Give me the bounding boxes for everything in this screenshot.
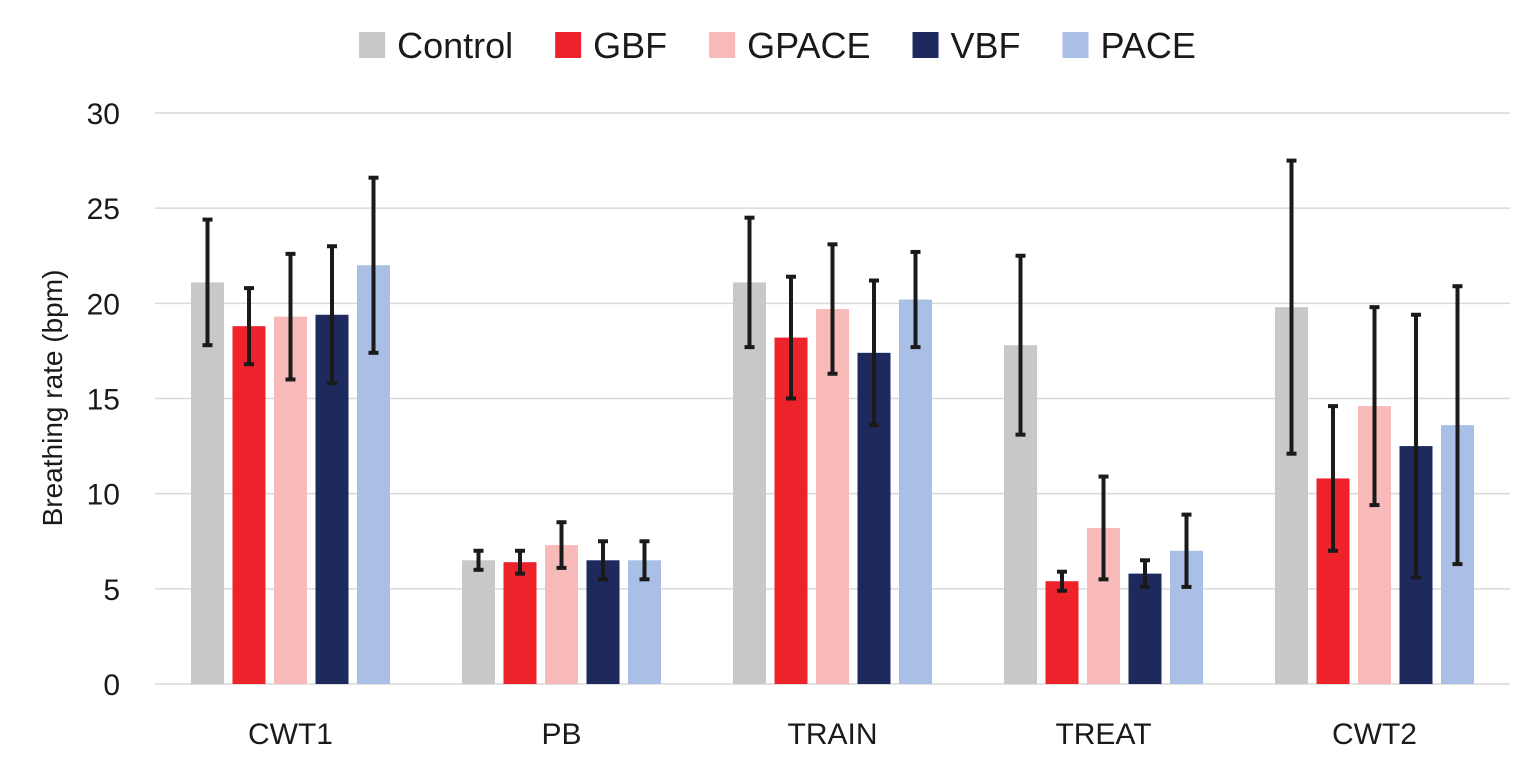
error-bar-pb-vbf <box>598 539 608 582</box>
x-axis-categories: CWT1 PB TRAIN TREAT CWT2 <box>248 718 1417 751</box>
error-bar-cwt1-vbf <box>327 244 337 386</box>
legend-label: GPACE <box>747 25 870 66</box>
x-category-label: CWT1 <box>248 718 333 751</box>
legend-item-control: Control <box>359 25 513 66</box>
error-bar-treat-vbf <box>1140 558 1150 589</box>
legend-label: PACE <box>1101 25 1196 66</box>
error-bar-treat-pace <box>1181 512 1192 589</box>
error-bar-train-vbf <box>869 278 879 428</box>
legend: Control GBF GPACE VBF PACE <box>359 25 1196 66</box>
x-category-label: CWT2 <box>1332 718 1417 751</box>
legend-swatch <box>709 32 736 58</box>
bar-cwt1-gbf <box>232 326 266 684</box>
error-bar-treat-gbf <box>1057 569 1067 593</box>
x-category-label: PB <box>541 718 581 751</box>
error-bar-treat-control <box>1015 253 1026 437</box>
error-bar-cwt1-control <box>202 217 213 348</box>
error-bar-cwt2-vbf <box>1411 312 1421 580</box>
y-tick-label: 30 <box>87 98 120 131</box>
legend-swatch <box>555 32 582 58</box>
legend-item-gpace: GPACE <box>709 25 871 66</box>
bar-pb-control <box>462 560 495 684</box>
error-bar-train-gbf <box>786 274 796 401</box>
bar-train-pace <box>899 299 932 684</box>
bars <box>191 265 1474 684</box>
legend-label: Control <box>397 25 513 66</box>
x-category-label: TREAT <box>1055 718 1151 751</box>
error-bar-pb-gbf <box>515 548 525 576</box>
error-bar-cwt2-gpace <box>1369 305 1380 508</box>
error-bar-train-control <box>744 215 755 350</box>
error-bar-cwt2-pace <box>1452 284 1463 567</box>
error-bar-pb-control <box>473 548 484 572</box>
legend-label: GBF <box>593 25 667 66</box>
error-bar-train-gpace <box>827 242 838 376</box>
y-tick-label: 10 <box>87 479 120 512</box>
legend-item-gbf: GBF <box>555 25 667 66</box>
legend-item-vbf: VBF <box>912 25 1021 66</box>
error-bar-treat-gpace <box>1098 474 1109 582</box>
error-bar-pb-gpace <box>556 520 567 570</box>
error-bars <box>202 158 1463 593</box>
bar-cwt1-control <box>191 282 224 684</box>
legend-swatch <box>359 32 386 58</box>
error-bar-cwt2-control <box>1286 158 1297 456</box>
y-tick-label: 15 <box>87 384 120 417</box>
legend-item-pace: PACE <box>1062 25 1196 66</box>
bar-treat-vbf <box>1128 573 1162 684</box>
bar-pb-gbf <box>503 562 537 684</box>
legend-swatch <box>1062 32 1089 58</box>
bar-train-control <box>733 282 766 684</box>
error-bar-train-pace <box>910 249 921 350</box>
y-axis-ticks: 0 5 10 15 20 25 30 <box>87 98 120 702</box>
error-bar-cwt2-gbf <box>1328 404 1338 553</box>
legend-swatch <box>912 32 939 58</box>
y-tick-label: 20 <box>87 288 120 321</box>
error-bar-cwt1-pace <box>368 175 379 355</box>
y-tick-label: 5 <box>103 574 120 607</box>
error-bar-cwt1-gbf <box>244 286 254 367</box>
x-category-label: TRAIN <box>788 718 878 751</box>
y-tick-label: 25 <box>87 193 120 226</box>
error-bar-cwt1-gpace <box>285 251 296 382</box>
y-tick-label: 0 <box>103 669 120 702</box>
y-axis-title: Breathing rate (bpm) <box>37 270 68 527</box>
error-bar-pb-pace <box>639 539 650 582</box>
bar-treat-gbf <box>1045 581 1079 684</box>
legend-label: VBF <box>951 25 1021 66</box>
